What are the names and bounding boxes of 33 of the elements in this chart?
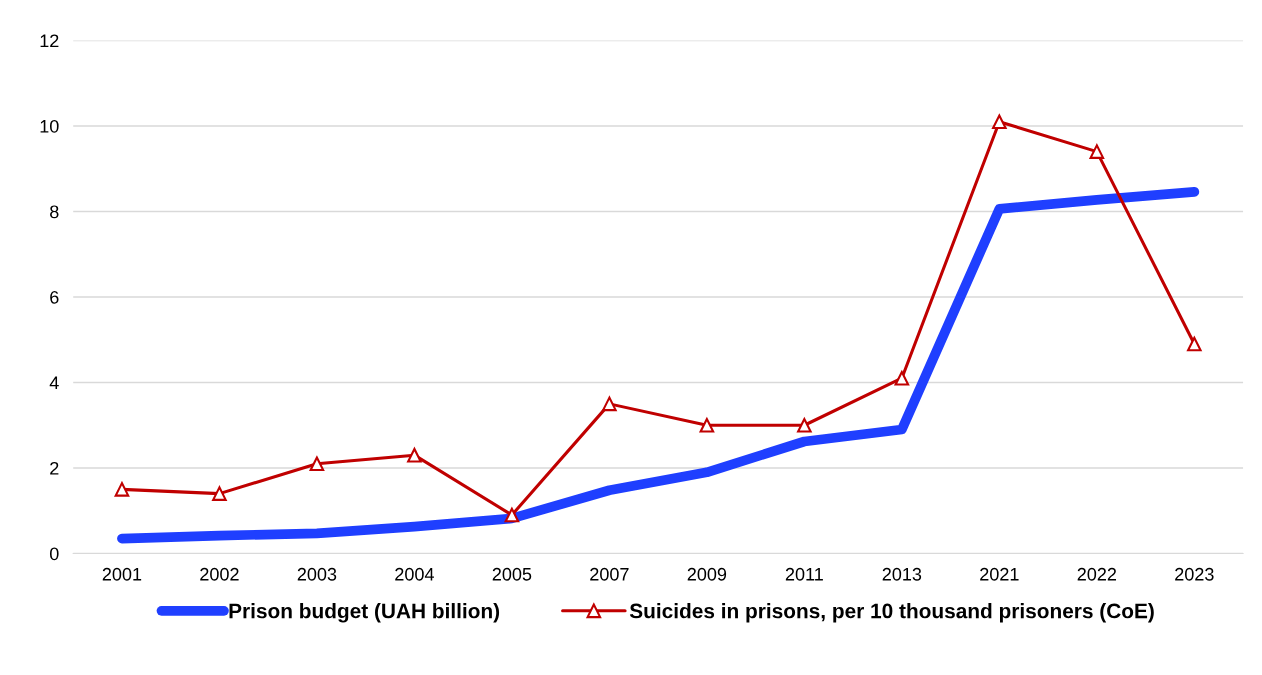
x-tick-label: 2003 <box>297 567 337 581</box>
x-tick-label: 2002 <box>200 567 239 581</box>
x-tick-label: 2004 <box>395 567 434 581</box>
point <box>699 417 715 433</box>
y-tick-label: 10 <box>40 119 59 133</box>
x-tick-label: 2005 <box>492 567 532 581</box>
point <box>309 456 325 472</box>
point <box>407 447 422 463</box>
point <box>1089 144 1105 159</box>
x-tick-label: 2001 <box>102 567 142 581</box>
x-tick-label: 2022 <box>1077 567 1117 581</box>
point <box>504 507 520 523</box>
x-tick-label: 2011 <box>785 567 823 581</box>
y-tick-label: 12 <box>40 34 59 48</box>
point <box>1187 336 1202 352</box>
y-tick-label: 4 <box>49 376 59 390</box>
x-tick-label: 2023 <box>1175 567 1214 581</box>
point <box>797 417 812 433</box>
point <box>894 370 910 386</box>
point <box>992 114 1007 130</box>
x-tick-label: 2007 <box>590 567 629 581</box>
y-tick-label: 0 <box>49 547 59 561</box>
x-tick-label: 2021 <box>980 567 1019 581</box>
point <box>602 396 617 412</box>
x-tick-label: 2009 <box>687 567 727 581</box>
point <box>114 482 130 497</box>
y-tick-label: 2 <box>50 461 59 475</box>
y-tick-label: 6 <box>50 290 59 304</box>
x-tick-label: 2013 <box>882 567 922 581</box>
legend-label: Suicides in prisons, per 10 thousand prisoners (CoE) <box>629 603 1154 623</box>
y-tick-label: 8 <box>50 205 59 219</box>
point <box>212 486 227 501</box>
legend-label: Prison budget (UAH billion) <box>229 603 500 623</box>
